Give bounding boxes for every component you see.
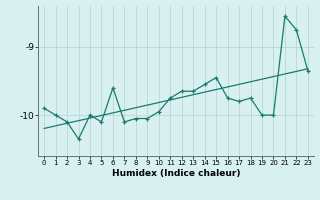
X-axis label: Humidex (Indice chaleur): Humidex (Indice chaleur) — [112, 169, 240, 178]
